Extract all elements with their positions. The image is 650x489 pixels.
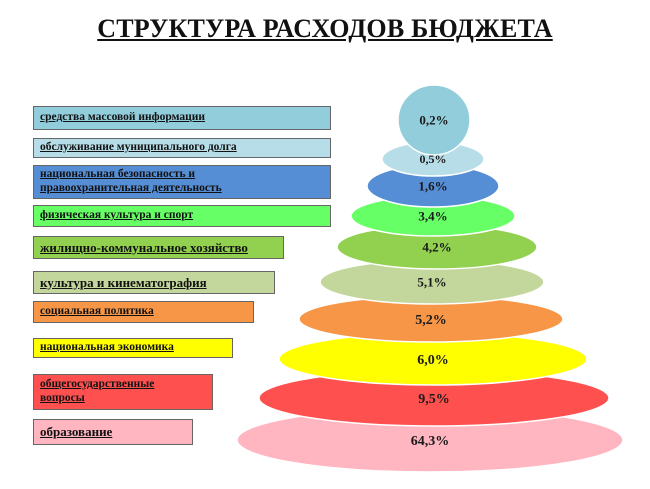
category-label-text: культура и кинематография — [40, 274, 207, 290]
slice-value-label: 4,2% — [422, 240, 451, 255]
slice-value-label: 5,2% — [415, 313, 447, 328]
category-label: общегосударственные вопросы — [33, 374, 213, 410]
category-label: средства массовой информации — [33, 106, 331, 130]
category-label-text: жилищно-коммунальное хозяйство — [40, 239, 248, 255]
slice-value-label: 0,5% — [420, 152, 447, 166]
chart-title: СТРУКТУРА РАСХОДОВ БЮДЖЕТА — [97, 14, 553, 43]
slice-value-label: 0,2% — [419, 113, 448, 128]
category-label: физическая культура и спорт — [33, 205, 331, 227]
slice-value-label: 1,6% — [418, 179, 447, 194]
slice-value-label: 5,1% — [417, 275, 446, 290]
category-label: жилищно-коммунальное хозяйство — [33, 236, 284, 259]
category-label-text: средства массовой информации — [40, 111, 205, 124]
category-label: культура и кинематография — [33, 271, 275, 294]
category-label-text: обслуживание муниципального долга — [40, 141, 237, 154]
slice-value-label: 6,0% — [417, 353, 449, 368]
category-label-text: национальная экономика — [40, 341, 174, 354]
pyramid-slice — [397, 84, 471, 156]
category-label-text: национальная безопасность и правоохраните… — [40, 168, 222, 194]
category-label-text: общегосударственные вопросы — [40, 378, 155, 404]
category-label: социальная политика — [33, 301, 254, 323]
slice-value-label: 9,5% — [418, 392, 450, 407]
category-label: национальная безопасность и правоохраните… — [33, 165, 331, 199]
category-label: обслуживание муниципального долга — [33, 138, 331, 158]
slice-value-label: 64,3% — [411, 434, 450, 449]
category-label: образование — [33, 419, 193, 445]
slice-value-label: 3,4% — [418, 209, 447, 224]
category-label-text: социальная политика — [40, 305, 154, 318]
category-label-text: образование — [40, 424, 113, 440]
category-label-text: физическая культура и спорт — [40, 209, 194, 222]
category-label: национальная экономика — [33, 338, 233, 358]
